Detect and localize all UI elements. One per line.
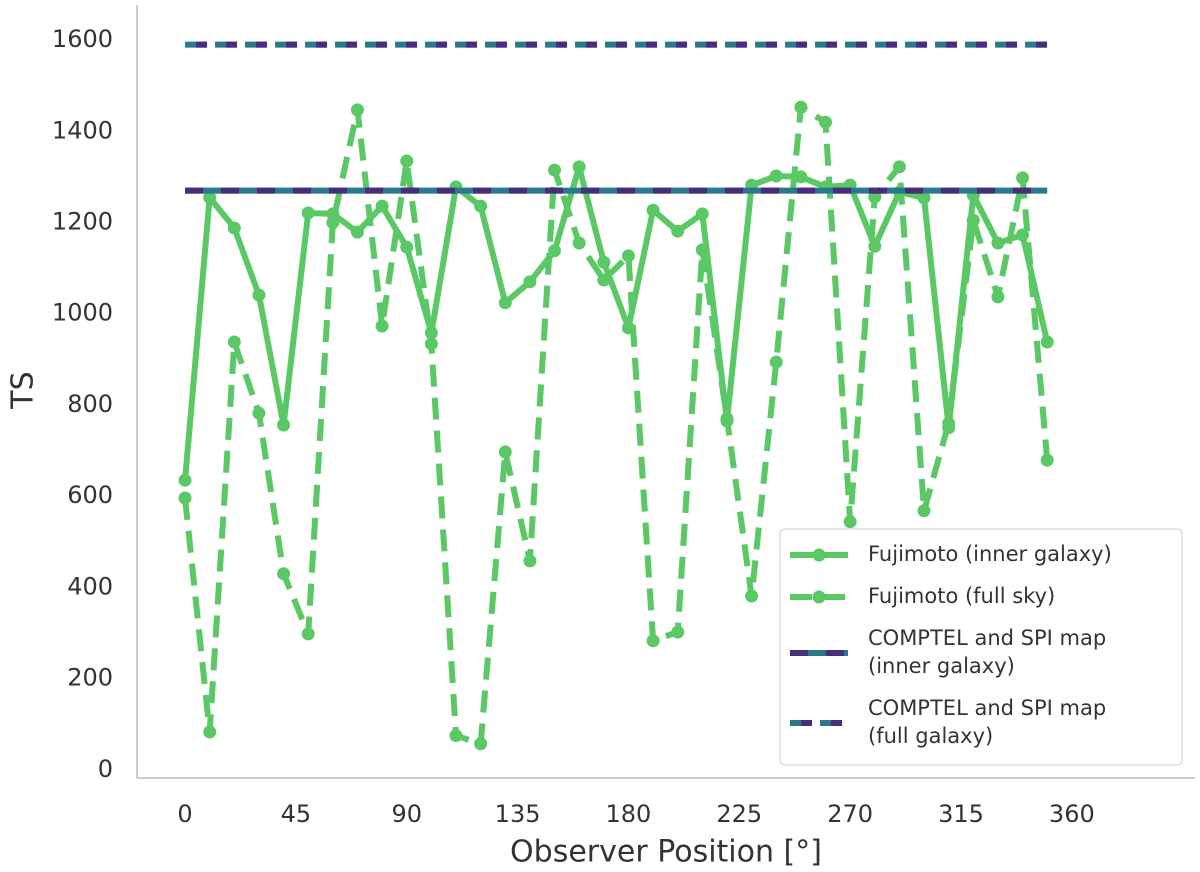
marker xyxy=(646,203,660,217)
x-tick-label: 0 xyxy=(177,800,192,828)
y-tick-label: 400 xyxy=(67,572,113,600)
legend-label: COMPTEL and SPI map (full galaxy) xyxy=(868,696,1106,748)
marker xyxy=(671,224,685,238)
y-axis-label: TS xyxy=(6,371,41,409)
marker xyxy=(966,213,980,227)
marker xyxy=(917,504,931,518)
marker xyxy=(695,207,709,221)
marker xyxy=(301,206,315,220)
marker xyxy=(646,634,660,648)
marker xyxy=(277,567,291,581)
marker xyxy=(991,290,1005,304)
marker xyxy=(819,115,833,129)
marker xyxy=(917,191,931,205)
marker xyxy=(301,627,315,641)
marker xyxy=(942,416,956,430)
marker xyxy=(621,249,635,263)
marker xyxy=(1040,453,1054,467)
x-tick-label: 360 xyxy=(1049,800,1095,828)
y-tick-label: 200 xyxy=(67,664,113,692)
marker xyxy=(868,190,882,204)
marker xyxy=(1040,335,1054,349)
legend-label: COMPTEL and SPI map (inner galaxy) xyxy=(868,626,1106,678)
x-tick-label: 315 xyxy=(938,800,984,828)
marker xyxy=(572,236,586,250)
y-tick-label: 600 xyxy=(67,481,113,509)
marker xyxy=(572,160,586,174)
x-tick-label: 225 xyxy=(716,800,762,828)
y-tick-label: 1200 xyxy=(52,208,113,236)
marker xyxy=(843,515,857,529)
marker xyxy=(548,163,562,177)
marker xyxy=(400,154,414,168)
marker xyxy=(350,225,364,239)
marker xyxy=(523,275,537,289)
marker xyxy=(769,169,783,183)
y-tick-label: 1000 xyxy=(52,299,113,327)
x-tick-label: 270 xyxy=(827,800,873,828)
legend-label: Fujimoto (inner galaxy) xyxy=(868,542,1112,566)
y-tick-label: 800 xyxy=(67,390,113,418)
marker xyxy=(991,236,1005,250)
x-axis-label: Observer Position [°] xyxy=(510,835,822,870)
marker xyxy=(474,737,488,751)
legend: Fujimoto (inner galaxy) Fujimoto (full sk… xyxy=(779,528,1183,766)
x-tick-label: 180 xyxy=(606,800,652,828)
marker xyxy=(203,190,217,204)
marker xyxy=(375,319,389,333)
marker xyxy=(227,335,241,349)
marker xyxy=(326,216,340,230)
marker xyxy=(498,445,512,459)
marker xyxy=(252,288,266,302)
x-tick-label: 45 xyxy=(281,800,312,828)
marker xyxy=(424,337,438,351)
marker xyxy=(720,412,734,426)
series-line xyxy=(182,104,1051,747)
marker xyxy=(695,243,709,257)
marker xyxy=(769,355,783,369)
marker xyxy=(400,240,414,254)
legend-label: Fujimoto (full sky) xyxy=(868,584,1055,608)
marker xyxy=(868,239,882,253)
marker xyxy=(474,199,488,213)
y-tick-label: 0 xyxy=(98,755,113,783)
marker xyxy=(203,725,217,739)
marker xyxy=(375,199,389,213)
marker xyxy=(745,589,759,603)
marker xyxy=(252,406,266,420)
marker xyxy=(449,729,463,743)
marker xyxy=(523,554,537,568)
marker xyxy=(1016,171,1030,185)
marker xyxy=(794,170,808,184)
legend-box xyxy=(779,528,1183,766)
marker xyxy=(597,255,611,269)
marker xyxy=(892,160,906,174)
marker xyxy=(178,473,192,487)
y-tick-label: 1600 xyxy=(52,25,113,53)
legend-marker xyxy=(812,590,826,604)
legend-marker xyxy=(812,548,826,562)
marker xyxy=(794,100,808,114)
marker xyxy=(178,491,192,505)
x-tick-label: 90 xyxy=(391,800,422,828)
x-tick-label: 135 xyxy=(495,800,541,828)
marker xyxy=(498,296,512,310)
marker xyxy=(227,221,241,235)
y-tick-label: 1400 xyxy=(52,116,113,144)
marker xyxy=(277,418,291,432)
marker xyxy=(597,273,611,287)
marker xyxy=(350,103,364,117)
marker xyxy=(1016,228,1030,242)
marker xyxy=(671,625,685,639)
